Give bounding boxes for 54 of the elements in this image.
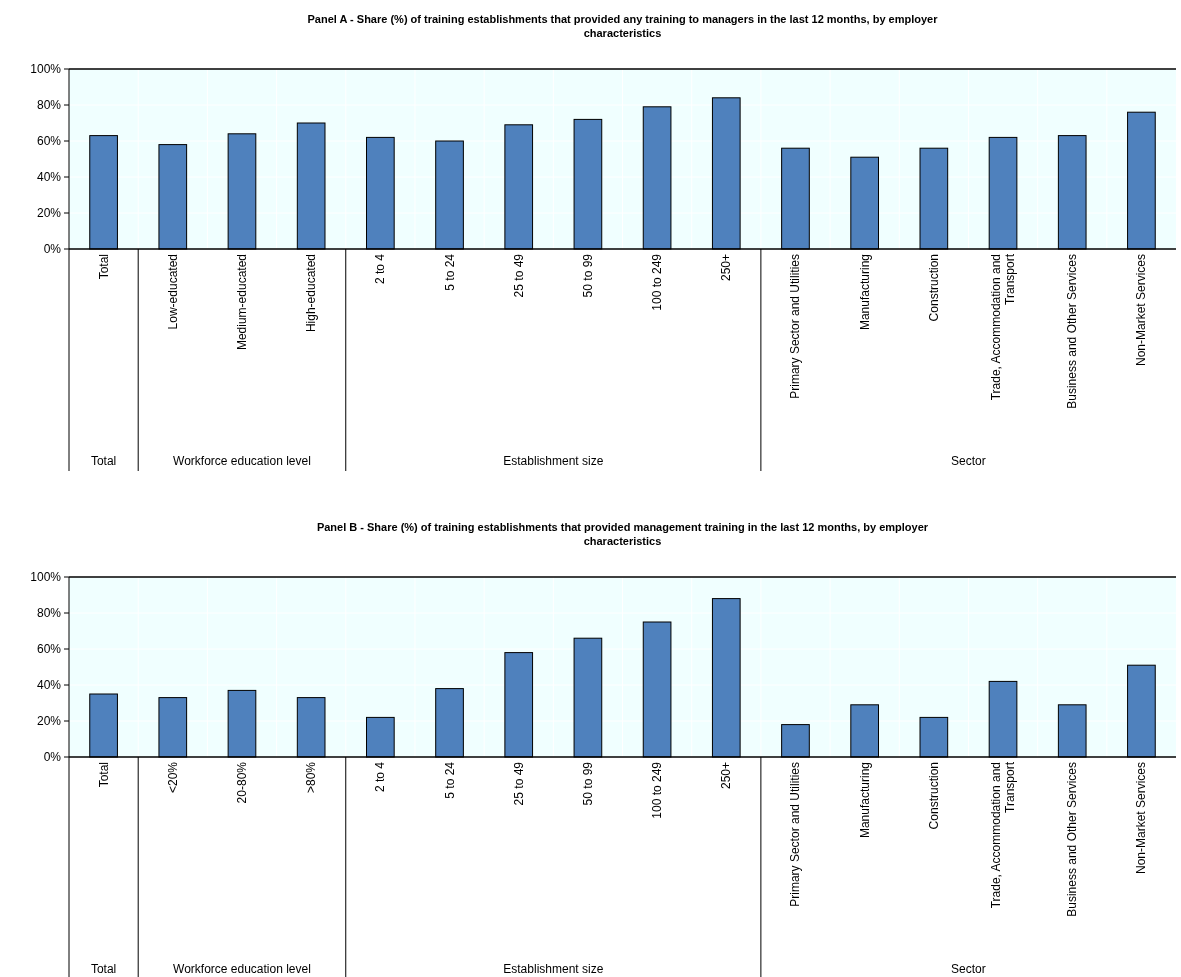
x-tick-label: <20% (165, 761, 180, 794)
text: Establishment size (503, 962, 604, 976)
x-tick-label: 100 to 249 (650, 253, 665, 311)
text: Total (90, 454, 117, 468)
y-tick-label: 100% (30, 62, 62, 77)
x-tick-label: 25 to 49 (511, 253, 526, 298)
x-tick-label: 5 to 24 (442, 761, 457, 799)
x-tick-label: 5 to 24 (442, 253, 457, 291)
x-tick-label: Primary Sector and Utilities (788, 762, 803, 907)
x-tick-label: Trade, Accommodation and Transport (989, 761, 1018, 909)
y-tick-label: 60% (36, 134, 62, 149)
x-tick-label: Construction (926, 254, 941, 322)
text: Total (90, 962, 117, 976)
text: Sector (951, 962, 986, 976)
text: Establishment size (503, 454, 604, 468)
y-tick-label: 0% (43, 750, 62, 765)
chart-title: Panel B - Share (%) of training establishments that provided management training in the last 12 months, by employer characteristics (316, 521, 929, 547)
x-tick-label: Trade, Accommodation and Transport (989, 253, 1018, 401)
x-tick-label: >80% (304, 761, 319, 794)
x-tick-label: Total (96, 254, 111, 280)
x-tick-label: Medium-educated (234, 254, 249, 351)
x-tick-label: Non-Market Services (1134, 254, 1149, 367)
text: Sector (951, 454, 986, 468)
x-tick-label: 50 to 99 (580, 761, 595, 806)
x-tick-label: High-educated (304, 254, 319, 333)
y-tick-label: 20% (36, 714, 62, 729)
x-tick-label: 250+ (719, 762, 734, 790)
x-tick-label: 50 to 99 (580, 253, 595, 298)
x-tick-label: Total (96, 762, 111, 788)
x-tick-label: Construction (926, 762, 941, 830)
x-tick-label: 2 to 4 (373, 253, 388, 285)
text: Workforce education level (173, 454, 311, 468)
x-tick-label: Manufacturing (857, 254, 872, 331)
x-tick-label: 100 to 249 (650, 761, 665, 819)
x-tick-label: Primary Sector and Utilities (788, 254, 803, 399)
x-tick-label: 2 to 4 (373, 761, 388, 793)
y-tick-label: 60% (36, 642, 62, 657)
y-tick-label: 100% (30, 570, 62, 585)
y-tick-label: 20% (36, 206, 62, 221)
x-tick-label: Manufacturing (857, 762, 872, 839)
y-tick-label: 40% (36, 170, 62, 185)
x-tick-label: 25 to 49 (511, 761, 526, 806)
x-tick-label: Business and Other Services (1065, 254, 1080, 409)
x-tick-label: 20-80% (234, 761, 249, 804)
x-tick-label: Non-Market Services (1134, 762, 1149, 875)
text: Workforce education level (173, 962, 311, 976)
y-tick-label: 80% (36, 98, 62, 113)
y-tick-label: 80% (36, 606, 62, 621)
chart-title: Panel A - Share (%) of training establishments that provided any training to managers in the last 12 months, by employer characteristics (307, 13, 939, 39)
x-tick-label: Business and Other Services (1065, 762, 1080, 917)
y-tick-label: 0% (43, 242, 62, 257)
x-tick-label: Low-educated (165, 254, 180, 330)
x-tick-label: 250+ (719, 254, 734, 282)
y-tick-label: 40% (36, 678, 62, 693)
